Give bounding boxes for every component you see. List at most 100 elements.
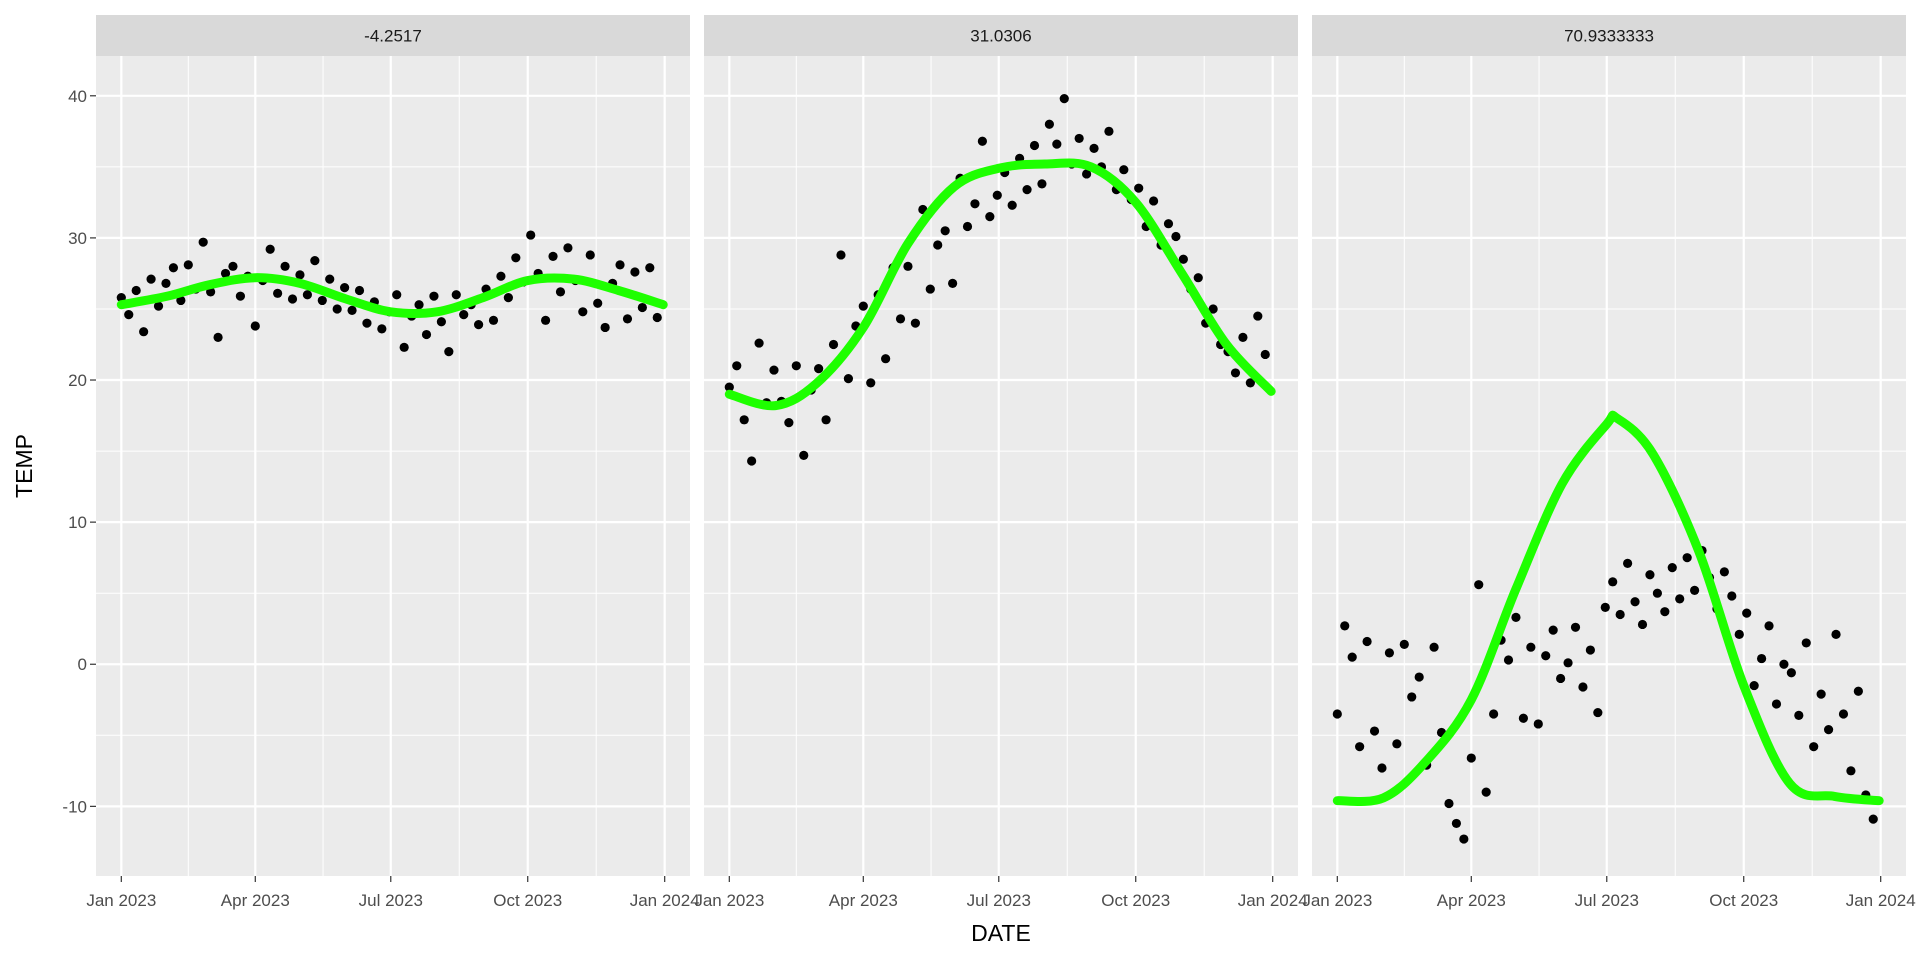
data-point <box>1362 636 1372 647</box>
data-point <box>1645 570 1655 580</box>
data-point <box>161 278 171 288</box>
data-point <box>146 274 156 284</box>
data-point <box>1451 818 1462 829</box>
data-point <box>1764 621 1774 631</box>
data-point <box>153 301 164 311</box>
data-point <box>1044 119 1054 129</box>
facet-strip <box>1312 15 1906 56</box>
data-point <box>1489 709 1499 719</box>
data-point <box>414 300 424 310</box>
data-point <box>645 263 655 273</box>
data-point <box>895 314 906 324</box>
data-point <box>1801 638 1811 648</box>
data-point <box>1563 658 1573 668</box>
data-point <box>578 307 588 317</box>
data-point <box>962 221 973 232</box>
data-point <box>903 261 913 271</box>
data-point <box>1260 349 1270 360</box>
data-point <box>548 251 558 261</box>
data-point <box>821 415 831 425</box>
data-point <box>1771 699 1782 709</box>
y-tick-label: 40 <box>68 87 87 106</box>
data-point <box>474 319 484 330</box>
data-point <box>1466 753 1476 763</box>
data-point <box>1541 651 1551 661</box>
data-point <box>377 324 387 334</box>
data-point <box>1104 126 1114 136</box>
x-tick-label: Jul 2023 <box>1575 891 1639 910</box>
y-tick-label: 0 <box>78 655 87 674</box>
data-point <box>1340 621 1350 631</box>
data-point <box>1615 609 1625 620</box>
data-point <box>1511 612 1521 622</box>
data-point <box>1178 254 1188 264</box>
data-point <box>791 361 801 371</box>
data-point <box>1578 682 1588 692</box>
data-point <box>1369 726 1380 736</box>
data-point <box>399 342 409 352</box>
data-point <box>1719 567 1729 577</box>
data-point <box>392 290 402 300</box>
data-point <box>354 285 365 296</box>
data-point <box>1052 139 1062 149</box>
data-point <box>526 230 536 240</box>
data-point <box>1816 689 1826 699</box>
data-point <box>940 226 950 236</box>
data-point <box>1037 179 1047 189</box>
data-point <box>310 256 320 266</box>
data-point <box>1727 591 1737 601</box>
data-point <box>1022 184 1032 195</box>
x-tick-label: Jan 2023 <box>694 891 764 910</box>
data-point <box>910 318 920 328</box>
data-point <box>273 288 283 298</box>
data-point <box>1749 680 1759 691</box>
data-point <box>1163 219 1174 229</box>
data-point <box>1838 709 1849 719</box>
data-point <box>799 450 809 460</box>
data-point <box>1459 834 1469 844</box>
x-axis-title: DATE <box>971 920 1031 946</box>
data-point <box>1756 653 1767 664</box>
data-point <box>1690 585 1700 595</box>
data-point <box>1630 597 1640 607</box>
data-point <box>1794 710 1804 721</box>
y-axis-title: TEMP <box>11 434 37 498</box>
data-point <box>1831 629 1841 640</box>
data-point <box>332 304 342 314</box>
data-point <box>747 456 757 466</box>
smooth-line <box>724 158 1276 411</box>
data-point <box>124 310 134 320</box>
data-point <box>228 261 238 271</box>
data-point <box>1779 659 1789 669</box>
data-point <box>295 270 305 280</box>
data-point <box>198 237 208 247</box>
data-point <box>444 346 454 357</box>
data-point <box>1230 368 1241 378</box>
data-point <box>1007 200 1017 210</box>
data-point <box>325 274 335 284</box>
data-point <box>1533 719 1543 729</box>
data-point <box>287 294 298 304</box>
data-point <box>1652 588 1662 598</box>
x-tick-label: Jan 2024 <box>1846 891 1916 910</box>
data-point <box>600 322 610 333</box>
y-tick-label: 10 <box>68 513 87 532</box>
data-point <box>828 339 839 350</box>
data-point <box>1392 739 1402 749</box>
data-point <box>250 321 260 331</box>
data-point <box>451 290 461 300</box>
data-point <box>585 250 595 260</box>
data-point <box>1134 183 1144 193</box>
data-point <box>317 295 327 306</box>
data-point <box>1660 607 1670 617</box>
data-point <box>1846 766 1856 776</box>
data-point <box>265 244 275 254</box>
x-tick-label: Apr 2023 <box>1437 891 1506 910</box>
facet-panel-3: 70.9333333 Jan 2023 Apr 2023 Jul 2023 Oct 20… <box>1302 15 1916 910</box>
data-point <box>933 240 943 250</box>
data-point <box>630 267 640 277</box>
x-tick-label: Jan 2023 <box>1302 891 1372 910</box>
data-point <box>168 263 179 273</box>
data-point <box>1548 625 1558 635</box>
data-point <box>1518 713 1528 723</box>
